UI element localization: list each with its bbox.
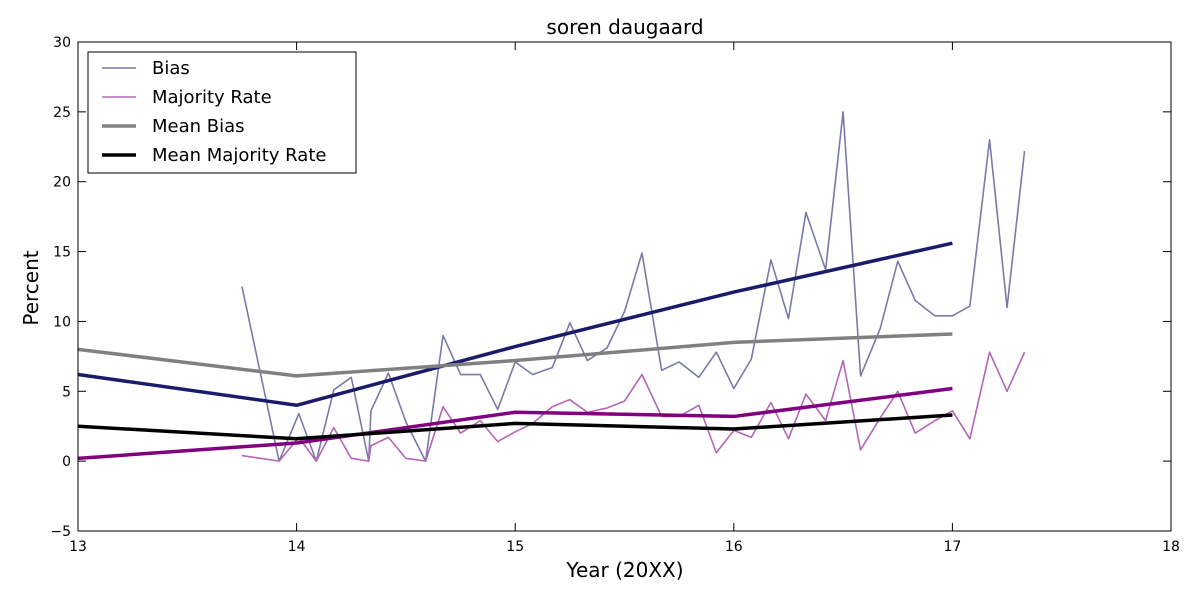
plot-frame: [77, 41, 1172, 532]
bias-line: [241, 111, 1026, 462]
x-tick-label: 13: [69, 539, 87, 555]
series-4-line: [77, 386, 953, 461]
legend-label: Mean Majority Rate: [152, 145, 326, 166]
axes-layer: 13 14 15 16 17 18 −5 0 5 10 15 20 25 30: [50, 35, 1180, 555]
y-tick-label: 0: [62, 454, 71, 470]
y-tick-label: 5: [62, 384, 71, 400]
x-tick-label: 17: [943, 539, 961, 555]
y-tick-label: 20: [53, 175, 71, 191]
x-tick-label: 16: [725, 539, 743, 555]
x-axis-label: Year (20XX): [565, 558, 683, 582]
legend: Bias Majority Rate Mean Bias Mean Majority …: [87, 51, 357, 174]
x-tick-label: 15: [506, 539, 524, 555]
legend-label: Majority Rate: [152, 87, 272, 108]
y-tick-label: 15: [53, 245, 71, 261]
y-tick-label: 10: [53, 314, 71, 330]
mean-bias-line: [77, 332, 953, 378]
mean-majority-rate-line: [77, 413, 953, 441]
series-3-line: [77, 241, 953, 408]
y-axis-label: Percent: [19, 250, 43, 325]
y-tick-label: −5: [50, 524, 71, 540]
legend-label: Mean Bias: [152, 116, 245, 137]
series-layer: [77, 111, 1026, 462]
y-tick-label: 30: [53, 35, 71, 51]
legend-label: Bias: [152, 58, 190, 79]
y-tick-label: 25: [53, 105, 71, 121]
x-tick-label: 14: [288, 539, 306, 555]
x-tick-label: 18: [1162, 539, 1180, 555]
legend-box: [87, 51, 357, 174]
chart-title: soren daugaard: [546, 15, 703, 39]
